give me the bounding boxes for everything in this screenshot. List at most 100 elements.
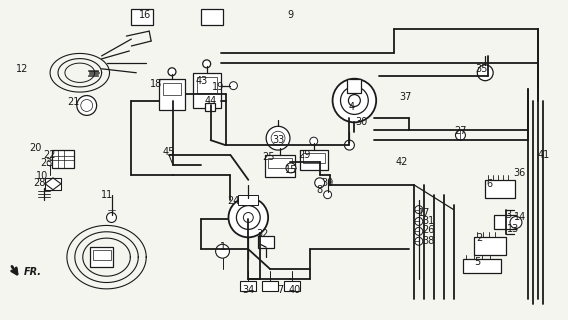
Circle shape [286, 163, 296, 173]
Circle shape [266, 126, 290, 150]
Text: 39: 39 [321, 178, 334, 188]
Text: 42: 42 [396, 157, 408, 167]
Text: 4: 4 [348, 102, 354, 112]
Text: 40: 40 [289, 285, 301, 295]
Text: 27: 27 [454, 126, 467, 136]
Bar [258, 236, 274, 248]
Circle shape [348, 95, 360, 107]
Circle shape [229, 82, 237, 90]
Circle shape [236, 206, 260, 229]
Bar [265, 155, 295, 177]
Text: 31: 31 [423, 216, 435, 227]
Text: 9: 9 [287, 10, 293, 20]
Circle shape [77, 96, 97, 116]
Bar [284, 281, 300, 291]
Circle shape [510, 217, 522, 228]
Circle shape [168, 68, 176, 76]
Text: 6: 6 [486, 179, 492, 189]
Text: 35: 35 [475, 64, 487, 74]
Circle shape [456, 130, 465, 140]
Circle shape [310, 137, 318, 145]
Bar [52, 150, 74, 168]
Text: 20: 20 [29, 143, 41, 153]
Circle shape [203, 60, 211, 68]
Bar [163, 83, 181, 95]
Circle shape [107, 212, 116, 222]
Bar [303, 153, 325, 163]
Bar [474, 237, 506, 255]
Circle shape [228, 198, 268, 237]
Circle shape [276, 141, 284, 149]
Bar [485, 180, 515, 198]
Text: 16: 16 [139, 10, 151, 20]
Circle shape [477, 65, 493, 81]
Text: 34: 34 [242, 285, 254, 295]
Text: 19: 19 [212, 82, 225, 92]
Bar [90, 247, 114, 267]
Text: 17: 17 [417, 208, 430, 218]
Circle shape [243, 212, 253, 222]
Text: 32: 32 [256, 229, 268, 239]
Text: 38: 38 [423, 236, 435, 246]
Circle shape [324, 191, 332, 199]
Text: 45: 45 [163, 147, 175, 157]
Text: 14: 14 [514, 212, 526, 222]
Text: 30: 30 [355, 117, 367, 127]
Text: 2: 2 [476, 233, 482, 243]
Text: 7: 7 [277, 285, 283, 295]
Bar [463, 259, 501, 273]
Text: 11: 11 [102, 190, 114, 200]
Text: 22: 22 [43, 150, 55, 160]
Circle shape [415, 237, 423, 245]
Bar [45, 178, 61, 190]
Text: 36: 36 [513, 168, 525, 178]
Bar [240, 281, 256, 291]
Text: FR.: FR. [24, 267, 42, 277]
Text: 33: 33 [272, 135, 284, 145]
Text: 15: 15 [285, 165, 297, 175]
Text: 24: 24 [227, 196, 240, 206]
Bar [239, 195, 258, 204]
Text: 12: 12 [16, 64, 28, 74]
Text: 26: 26 [423, 225, 435, 236]
Text: 8: 8 [316, 185, 323, 195]
Text: 23: 23 [40, 158, 52, 168]
Circle shape [415, 206, 423, 213]
Bar [262, 281, 278, 291]
Circle shape [333, 79, 376, 122]
Circle shape [344, 140, 354, 150]
Text: 44: 44 [204, 96, 217, 106]
Text: 21: 21 [68, 97, 80, 107]
Bar [494, 214, 516, 229]
Circle shape [340, 87, 368, 114]
Text: 28: 28 [33, 178, 45, 188]
Bar [131, 9, 153, 25]
Text: 43: 43 [195, 76, 208, 86]
Text: 41: 41 [537, 150, 550, 160]
Bar [204, 103, 215, 111]
Text: 10: 10 [36, 171, 48, 181]
Circle shape [81, 100, 93, 111]
Text: 5: 5 [474, 257, 481, 267]
Bar [193, 73, 220, 108]
Text: 25: 25 [262, 152, 274, 162]
Text: 37: 37 [400, 92, 412, 101]
Circle shape [47, 160, 53, 166]
Bar [197, 77, 216, 92]
Bar [159, 79, 185, 110]
Circle shape [216, 244, 229, 258]
Circle shape [415, 228, 423, 235]
Circle shape [415, 218, 423, 225]
Bar [300, 150, 328, 170]
Circle shape [315, 178, 325, 188]
Circle shape [271, 131, 285, 145]
Text: 13: 13 [507, 224, 519, 234]
Bar [201, 9, 223, 25]
Text: 3: 3 [505, 210, 511, 220]
Bar [93, 250, 111, 260]
Text: 1: 1 [219, 242, 225, 252]
Text: 18: 18 [150, 79, 162, 89]
Text: 29: 29 [299, 150, 311, 160]
Bar [268, 158, 292, 168]
Bar [348, 79, 361, 92]
